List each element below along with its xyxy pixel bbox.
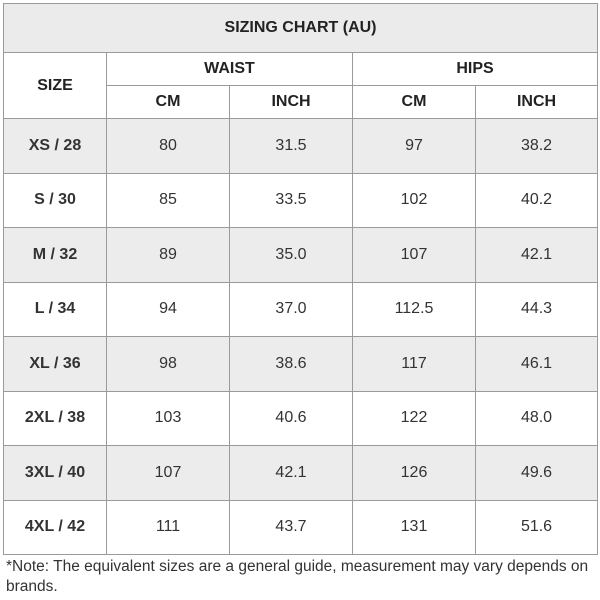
hips-inch-cell: 44.3 [474, 281, 599, 337]
table-row: S / 30 85 33.5 102 40.2 [3, 172, 599, 228]
hips-inch-cell: 40.2 [474, 172, 599, 228]
hips-inch-cell: 48.0 [474, 390, 599, 446]
waist-inch-cell: 33.5 [229, 172, 353, 228]
hips-inch-cell: 42.1 [474, 227, 599, 283]
waist-cm-cell: 85 [106, 172, 230, 228]
hips-cm-cell: 117 [352, 336, 476, 392]
waist-inch-cell: 38.6 [229, 336, 353, 392]
waist-cm-header: CM [106, 85, 230, 119]
hips-cm-cell: 122 [352, 390, 476, 446]
table-row: XL / 36 98 38.6 117 46.1 [3, 336, 599, 392]
chart-title: SIZING CHART (AU) [2, 3, 599, 53]
waist-cm-cell: 94 [106, 281, 230, 337]
waist-cm-cell: 89 [106, 227, 230, 283]
hips-header: HIPS [351, 52, 599, 86]
waist-inch-header: INCH [229, 85, 353, 119]
footnote: *Note: The equivalent sizes are a genera… [6, 558, 589, 595]
waist-cm-cell: 103 [106, 390, 230, 446]
hips-inch-cell: 38.2 [474, 118, 599, 174]
hips-cm-header: CM [352, 85, 476, 119]
size-cell: L / 34 [3, 281, 107, 337]
hips-inch-header: INCH [474, 85, 599, 119]
waist-inch-cell: 35.0 [229, 227, 353, 283]
hips-cm-cell: 102 [352, 172, 476, 228]
waist-cm-cell: 111 [106, 499, 230, 555]
hips-inch-cell: 49.6 [474, 445, 599, 501]
waist-cm-cell: 98 [106, 336, 230, 392]
waist-inch-cell: 37.0 [229, 281, 353, 337]
size-cell: S / 30 [3, 172, 107, 228]
hips-cm-cell: 107 [352, 227, 476, 283]
waist-inch-cell: 40.6 [229, 390, 353, 446]
waist-inch-cell: 43.7 [229, 499, 353, 555]
size-cell: XL / 36 [3, 336, 107, 392]
size-cell: 2XL / 38 [3, 390, 107, 446]
hips-inch-cell: 51.6 [474, 499, 599, 555]
table-row: L / 34 94 37.0 112.5 44.3 [3, 281, 599, 337]
table-row: M / 32 89 35.0 107 42.1 [3, 227, 599, 283]
hips-cm-cell: 112.5 [352, 281, 476, 337]
waist-header: WAIST [106, 52, 353, 86]
size-cell: XS / 28 [3, 118, 107, 174]
waist-inch-cell: 31.5 [229, 118, 353, 174]
table-row: 4XL / 42 111 43.7 131 51.6 [3, 499, 599, 555]
size-cell: 3XL / 40 [3, 445, 107, 501]
hips-cm-cell: 131 [352, 499, 476, 555]
table-row: XS / 28 80 31.5 97 38.2 [3, 118, 599, 174]
hips-cm-cell: 97 [352, 118, 476, 174]
hips-inch-cell: 46.1 [474, 336, 599, 392]
size-header: SIZE [3, 52, 107, 119]
waist-cm-cell: 107 [106, 445, 230, 501]
size-cell: M / 32 [3, 227, 107, 283]
sizing-chart-table: SIZING CHART (AU) SIZE WAIST HIPS CM INC… [2, 3, 599, 555]
hips-cm-cell: 126 [352, 445, 476, 501]
table-row: 3XL / 40 107 42.1 126 49.6 [3, 445, 599, 501]
size-cell: 4XL / 42 [3, 499, 107, 555]
waist-cm-cell: 80 [106, 118, 230, 174]
table-row: 2XL / 38 103 40.6 122 48.0 [3, 390, 599, 446]
waist-inch-cell: 42.1 [229, 445, 353, 501]
